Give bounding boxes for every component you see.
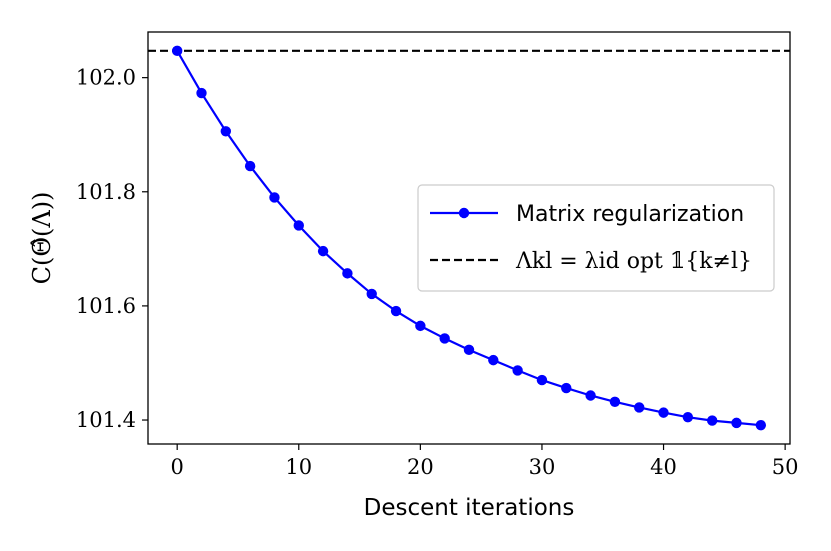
data-point <box>658 407 669 418</box>
data-point <box>342 268 353 279</box>
data-point <box>561 382 572 394</box>
data-point <box>488 354 499 366</box>
data-point <box>682 411 694 423</box>
data-point <box>536 374 548 386</box>
data-point <box>317 245 329 257</box>
legend-marker-matrix-regularization <box>458 207 470 219</box>
x-tick-label: 0 <box>170 455 183 479</box>
x-axis: 0 10 20 30 40 50 <box>170 444 799 479</box>
data-point <box>390 305 402 317</box>
data-point <box>244 160 256 172</box>
x-tick-label: 20 <box>407 455 434 479</box>
data-point <box>293 220 304 231</box>
data-point <box>634 402 645 413</box>
x-tick-label: 30 <box>529 455 556 479</box>
plot-frame <box>147 31 791 445</box>
y-tick-label: 102.0 <box>76 66 136 90</box>
data-point <box>706 415 718 426</box>
legend-label-baseline: Λkl = λid opt 𝟙{k≠l} <box>515 249 752 274</box>
data-point <box>415 320 426 332</box>
plot-content <box>148 45 790 431</box>
y-axis: 101.4 101.6 101.8 102.0 <box>76 66 148 432</box>
data-point <box>366 288 377 300</box>
data-point <box>269 192 280 203</box>
data-point <box>609 396 621 407</box>
data-point <box>171 45 183 57</box>
data-point <box>439 333 450 344</box>
y-tick-label: 101.4 <box>76 408 136 432</box>
x-tick-label: 10 <box>285 455 312 479</box>
y-tick-label: 101.6 <box>76 294 136 318</box>
legend-item-matrix-regularization: Matrix regularization <box>430 202 744 227</box>
x-tick-label: 50 <box>772 455 799 479</box>
data-point <box>196 87 207 99</box>
legend-box <box>417 184 775 292</box>
x-axis-label: Descent iterations <box>364 495 575 521</box>
data-point <box>585 390 596 401</box>
y-tick-label: 101.8 <box>76 180 136 204</box>
y-axis-label-text: C(Θ̂(Λ)) <box>28 192 56 285</box>
legend-item-baseline: Λkl = λid opt 𝟙{k≠l} <box>430 249 752 274</box>
legend: Matrix regularization Λkl = λid opt 𝟙{k≠… <box>417 184 775 292</box>
x-tick-label: 40 <box>650 455 677 479</box>
data-point <box>463 344 475 356</box>
y-axis-label: C(Θ̂(Λ)) <box>28 192 56 285</box>
data-point <box>731 417 742 429</box>
data-point <box>220 126 232 137</box>
legend-label-matrix-regularization: Matrix regularization <box>516 202 744 227</box>
data-point <box>512 365 523 376</box>
data-point <box>755 419 767 431</box>
